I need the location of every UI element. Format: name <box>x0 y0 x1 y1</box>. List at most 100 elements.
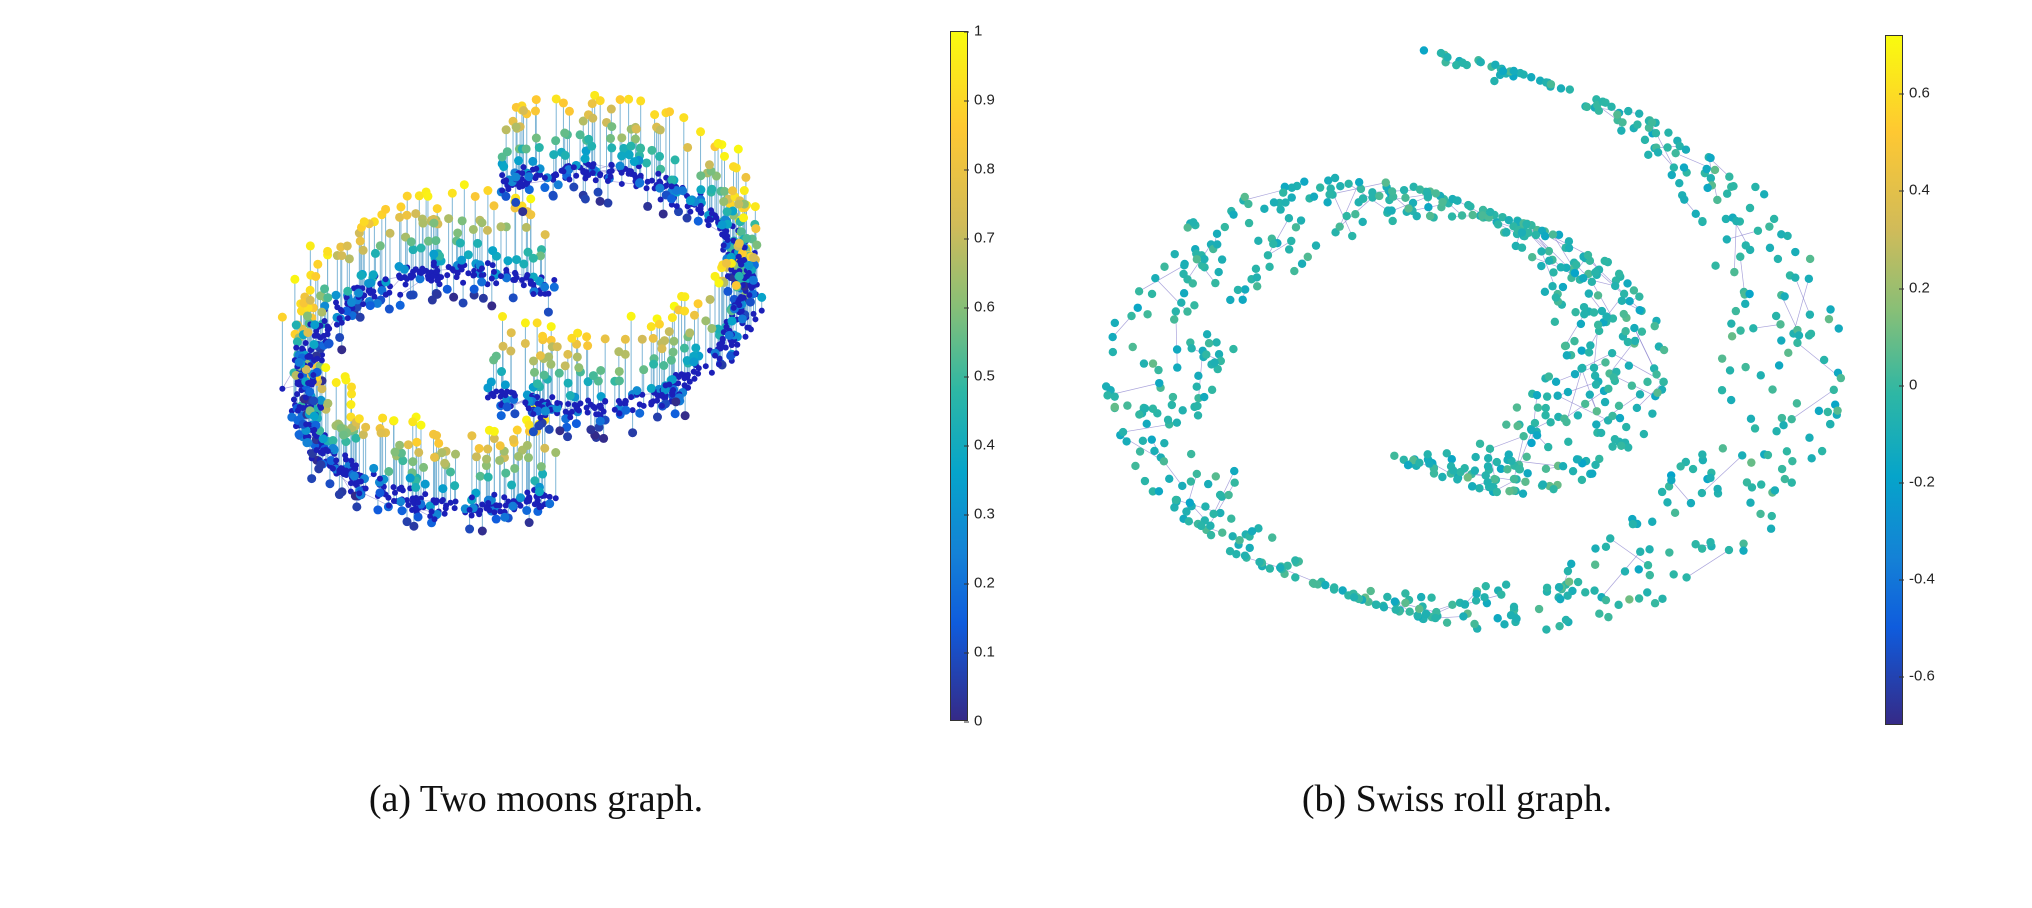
graph-node <box>1777 413 1787 423</box>
graph-node <box>1625 296 1634 306</box>
graph-node <box>671 397 681 407</box>
graph-node <box>465 524 475 534</box>
graph-node <box>1150 446 1159 456</box>
graph-node <box>714 278 724 288</box>
graph-node <box>1741 362 1750 372</box>
graph-node <box>519 106 529 116</box>
graph-node <box>652 412 662 422</box>
graph-node <box>486 507 493 514</box>
graph-node <box>1492 487 1502 497</box>
graph-node <box>1148 359 1158 368</box>
graph-node <box>1623 337 1633 347</box>
graph-node <box>1515 465 1524 474</box>
graph-node <box>1448 600 1457 610</box>
graph-node <box>678 186 688 196</box>
graph-node <box>642 158 652 168</box>
graph-node <box>343 294 350 301</box>
graph-node <box>479 501 486 508</box>
graph-node <box>1325 190 1334 199</box>
graph-node <box>1732 216 1741 226</box>
graph-node <box>1592 420 1601 429</box>
graph-node <box>1179 269 1188 279</box>
graph-node <box>666 381 673 388</box>
graph-node <box>745 297 755 307</box>
graph-node <box>1201 502 1210 511</box>
graph-node <box>573 172 580 179</box>
graph-node <box>337 251 347 261</box>
graph-node <box>1225 547 1235 556</box>
graph-node <box>730 304 737 311</box>
graph-node <box>631 124 641 134</box>
graph-node <box>1706 153 1715 163</box>
graph-node <box>1742 478 1752 487</box>
graph-node <box>291 320 301 330</box>
graph-node <box>511 172 521 182</box>
graph-node <box>1388 216 1397 226</box>
graph-node <box>1193 401 1202 411</box>
colorbar-a-tick: 0.9 <box>964 91 995 109</box>
graph-node <box>1681 145 1691 154</box>
graph-node <box>1648 409 1657 418</box>
graph-node <box>297 372 304 379</box>
graph-node <box>1722 189 1732 198</box>
graph-node <box>647 145 657 155</box>
graph-node <box>1229 344 1238 354</box>
graph-node <box>1736 252 1745 261</box>
graph-node <box>1556 84 1566 93</box>
graph-node <box>1558 462 1568 471</box>
graph-node <box>341 375 351 385</box>
graph-node <box>478 272 485 279</box>
graph-node <box>715 361 722 368</box>
graph-node <box>299 345 306 352</box>
graph-node <box>1140 404 1150 413</box>
caption-a: (a) Two moons graph. <box>368 778 704 820</box>
graph-node <box>1254 236 1263 246</box>
graph-node <box>1442 449 1451 458</box>
graph-node <box>1202 350 1211 359</box>
graph-node <box>512 255 522 265</box>
colorbar-a-tick: 0.3 <box>964 505 995 523</box>
graph-node <box>499 162 509 172</box>
graph-node <box>1587 277 1597 287</box>
graph-node <box>307 353 314 360</box>
graph-node <box>648 333 658 343</box>
graph-node <box>742 233 752 243</box>
graph-node <box>1608 442 1617 451</box>
graph-node <box>1653 388 1662 397</box>
graph-node <box>1214 267 1223 277</box>
graph-node <box>1541 464 1551 474</box>
graph-node <box>1519 431 1528 441</box>
graph-node <box>1826 420 1835 429</box>
graph-node <box>336 423 346 433</box>
graph-node <box>1542 625 1551 634</box>
graph-node <box>1620 567 1630 576</box>
graph-node <box>495 441 505 451</box>
graph-node <box>497 273 504 280</box>
graph-node <box>682 356 692 366</box>
graph-node <box>510 276 517 283</box>
graph-node <box>551 277 558 284</box>
graph-node <box>1619 309 1628 319</box>
graph-node <box>631 171 638 178</box>
graph-node <box>1591 460 1600 470</box>
graph-node <box>1233 285 1243 295</box>
graph-node <box>370 248 380 258</box>
graph-node <box>1171 307 1181 316</box>
graph-node <box>620 334 630 344</box>
graph-node <box>568 408 575 415</box>
graph-node <box>500 512 510 522</box>
graph-node <box>1604 612 1613 622</box>
graph-node <box>422 491 429 498</box>
graph-node <box>357 478 364 485</box>
graph-node <box>302 311 312 321</box>
graph-node <box>681 375 688 382</box>
graph-node <box>384 304 394 314</box>
colorbar-b-tick: 0.4 <box>1899 181 1930 199</box>
graph-node <box>697 209 704 216</box>
graph-node <box>483 444 493 454</box>
graph-node <box>1387 187 1397 196</box>
graph-node <box>734 341 741 348</box>
graph-node <box>701 316 711 326</box>
graph-node <box>691 343 701 353</box>
graph-node <box>571 419 581 429</box>
